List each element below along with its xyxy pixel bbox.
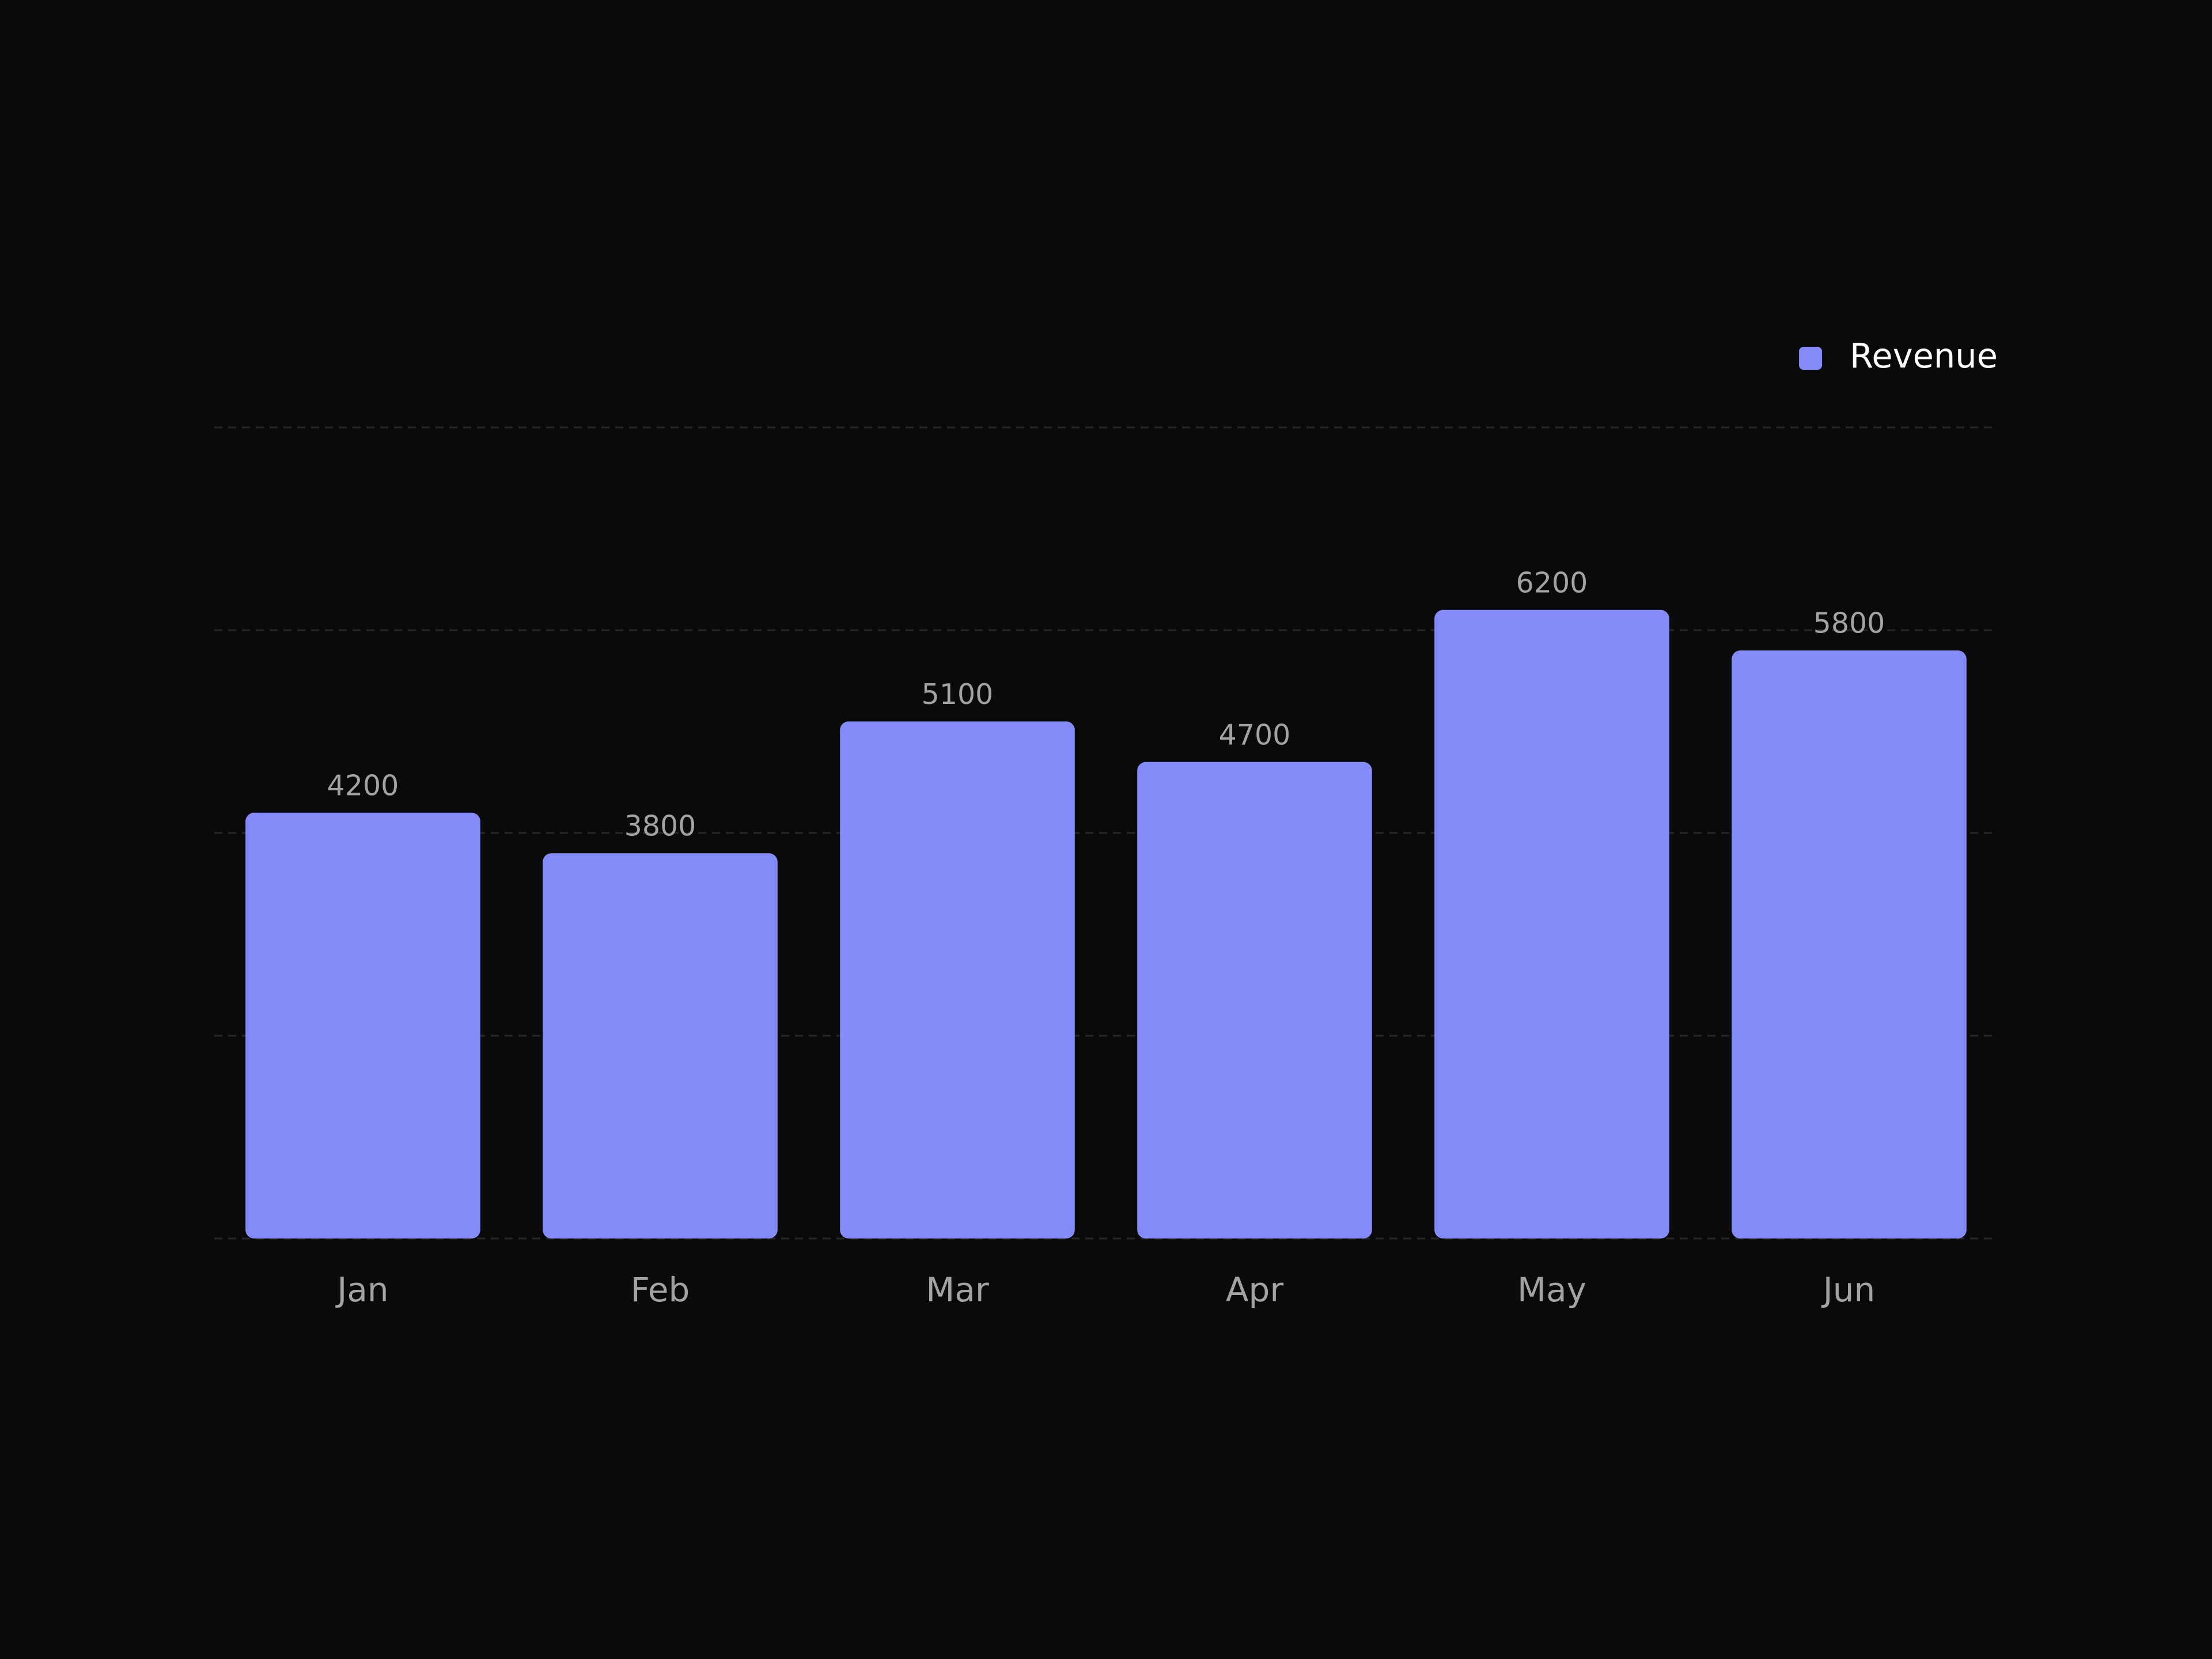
legend-swatch [1799, 347, 1823, 370]
bar [245, 812, 480, 1238]
x-tick-label: Jan [335, 1270, 388, 1309]
x-tick-label: Mar [926, 1270, 989, 1309]
x-tick-label: May [1517, 1270, 1586, 1309]
bar [1137, 762, 1372, 1238]
value-label: 4700 [1219, 718, 1291, 751]
value-label: 6200 [1516, 566, 1588, 599]
x-tick-label: Jun [1821, 1270, 1876, 1309]
value-label: 5800 [1813, 607, 1885, 640]
value-label: 4200 [327, 769, 399, 802]
value-label: 5100 [922, 678, 994, 711]
x-tick-label: Apr [1226, 1270, 1283, 1309]
x-tick-label: Feb [631, 1270, 690, 1309]
legend-label: Revenue [1850, 336, 1998, 376]
bar [1732, 650, 1967, 1238]
bar [840, 721, 1075, 1238]
bar [543, 853, 778, 1238]
bar [1434, 609, 1669, 1238]
value-label: 3800 [624, 810, 696, 843]
